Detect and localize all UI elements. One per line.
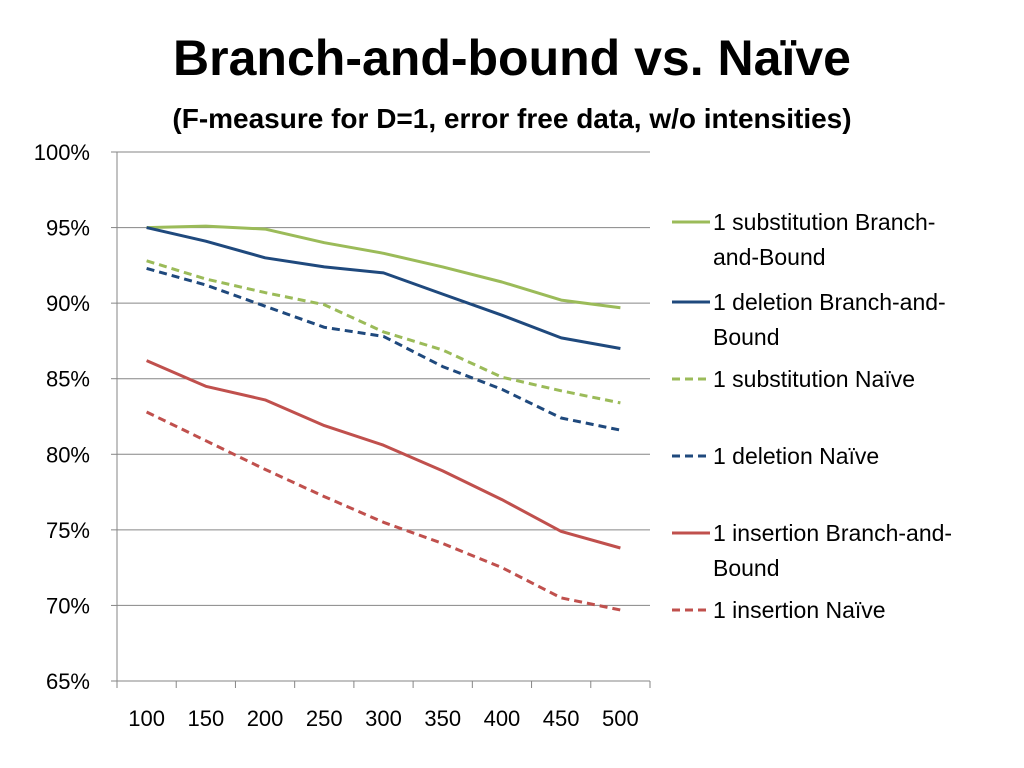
legend-label: 1 substitution Branch- bbox=[713, 209, 935, 235]
data-point-s6 bbox=[619, 609, 621, 611]
data-point-s6 bbox=[145, 411, 147, 413]
data-point-s5 bbox=[145, 359, 147, 361]
y-tick-label: 70% bbox=[46, 593, 90, 618]
data-point-s5 bbox=[382, 444, 384, 446]
legend-label: 1 deletion Naïve bbox=[713, 443, 879, 469]
data-point-s5 bbox=[619, 547, 621, 549]
data-point-s1 bbox=[264, 228, 266, 230]
y-tick-label: 95% bbox=[46, 216, 90, 241]
data-point-s3 bbox=[560, 390, 562, 392]
y-tick-label: 90% bbox=[46, 291, 90, 316]
data-point-s1 bbox=[560, 299, 562, 301]
data-point-s2 bbox=[264, 257, 266, 259]
x-tick-label: 200 bbox=[247, 706, 284, 731]
data-point-s6 bbox=[501, 566, 503, 568]
y-tick-label: 80% bbox=[46, 442, 90, 467]
data-point-s6 bbox=[323, 495, 325, 497]
data-point-s4 bbox=[323, 326, 325, 328]
x-tick-label: 300 bbox=[365, 706, 402, 731]
data-point-s1 bbox=[205, 225, 207, 227]
data-point-s4 bbox=[619, 429, 621, 431]
series-line-6 bbox=[145, 410, 621, 612]
x-tick-label: 350 bbox=[424, 706, 461, 731]
data-point-s2 bbox=[323, 266, 325, 268]
data-point-s1 bbox=[619, 306, 621, 308]
data-point-s5 bbox=[264, 399, 266, 401]
y-tick-label: 100% bbox=[34, 140, 90, 165]
data-point-s4 bbox=[145, 267, 147, 269]
x-tick-label: 150 bbox=[187, 706, 224, 731]
legend-label: and-Bound bbox=[713, 244, 826, 270]
data-point-s3 bbox=[442, 349, 444, 351]
series-line-2 bbox=[146, 226, 621, 350]
data-point-s6 bbox=[560, 597, 562, 599]
data-point-s3 bbox=[619, 402, 621, 404]
slide-subtitle: (F-measure for D=1, error free data, w/o… bbox=[172, 103, 852, 134]
series-line-1 bbox=[146, 224, 621, 310]
data-point-s4 bbox=[264, 305, 266, 307]
legend-label: 1 substitution Naïve bbox=[713, 366, 915, 392]
data-point-s4 bbox=[205, 284, 207, 286]
data-point-s5 bbox=[205, 385, 207, 387]
data-point-s2 bbox=[145, 226, 147, 228]
data-point-s1 bbox=[442, 266, 444, 268]
data-point-s5 bbox=[560, 530, 562, 532]
series-line-3 bbox=[146, 259, 621, 405]
data-point-s5 bbox=[323, 424, 325, 426]
data-point-s5 bbox=[501, 498, 503, 500]
x-tick-label: 450 bbox=[543, 706, 580, 731]
legend-label: Bound bbox=[713, 555, 780, 581]
data-point-s1 bbox=[323, 241, 325, 243]
legend-label: 1 insertion Branch-and- bbox=[713, 520, 952, 546]
legend-label: Bound bbox=[713, 324, 780, 350]
x-tick-label: 100 bbox=[128, 706, 165, 731]
series-line-4 bbox=[146, 266, 621, 432]
data-point-s1 bbox=[501, 281, 503, 283]
data-point-s4 bbox=[382, 335, 384, 337]
data-point-s3 bbox=[501, 376, 503, 378]
data-point-s6 bbox=[264, 468, 266, 470]
data-point-s4 bbox=[442, 365, 444, 367]
y-tick-label: 75% bbox=[46, 518, 90, 543]
data-point-s3 bbox=[382, 331, 384, 333]
data-point-s1 bbox=[382, 252, 384, 254]
y-tick-label: 65% bbox=[46, 669, 90, 694]
data-point-s2 bbox=[501, 314, 503, 316]
data-point-s3 bbox=[323, 303, 325, 305]
data-point-s4 bbox=[560, 417, 562, 419]
data-point-s2 bbox=[205, 240, 207, 242]
data-point-s2 bbox=[619, 347, 621, 349]
data-point-s6 bbox=[382, 521, 384, 523]
legend-label: 1 insertion Naïve bbox=[713, 597, 886, 623]
series-line-5 bbox=[146, 359, 621, 550]
data-point-s5 bbox=[442, 470, 444, 472]
data-point-s2 bbox=[382, 272, 384, 274]
legend-label: 1 deletion Branch-and- bbox=[713, 289, 946, 315]
data-point-s2 bbox=[442, 293, 444, 295]
data-point-s3 bbox=[145, 260, 147, 262]
x-tick-label: 250 bbox=[306, 706, 343, 731]
data-point-s4 bbox=[501, 388, 503, 390]
data-point-s6 bbox=[442, 542, 444, 544]
slide-title: Branch-and-bound vs. Naïve bbox=[173, 30, 851, 86]
y-tick-label: 85% bbox=[46, 367, 90, 392]
data-point-s3 bbox=[264, 291, 266, 293]
x-tick-label: 400 bbox=[484, 706, 521, 731]
data-point-s3 bbox=[205, 278, 207, 280]
data-point-s6 bbox=[205, 439, 207, 441]
data-point-s2 bbox=[560, 337, 562, 339]
x-tick-label: 500 bbox=[602, 706, 639, 731]
